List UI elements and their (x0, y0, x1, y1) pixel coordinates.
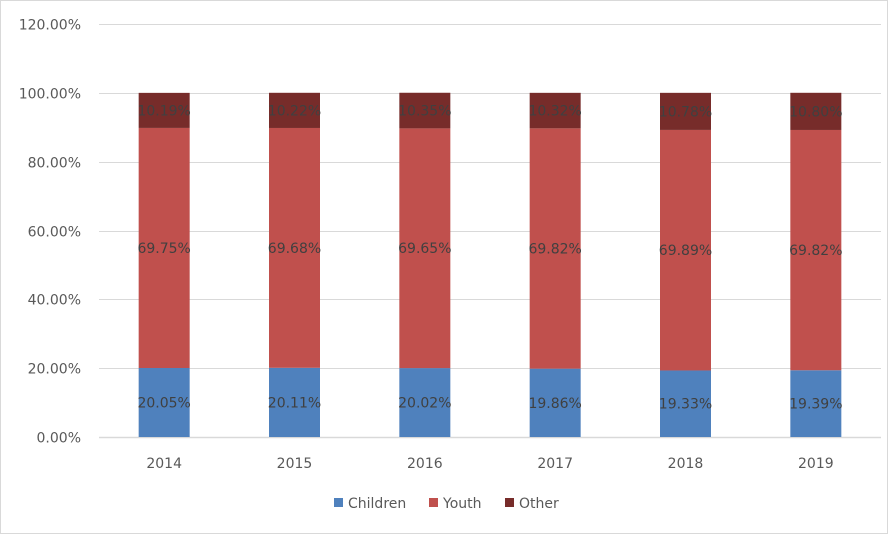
legend-label-youth: Youth (442, 496, 482, 512)
bar-other-2019 (790, 92, 842, 130)
y-tick-label: 0.00% (37, 431, 81, 447)
data-label-children: 19.86% (528, 396, 581, 412)
data-label-youth: 69.82% (789, 243, 842, 259)
y-tick-label: 80.00% (28, 156, 81, 172)
bar-children-2014 (138, 367, 190, 437)
bar-children-2016 (399, 368, 451, 437)
bar-youth-2018 (660, 129, 711, 371)
y-axis-tick-labels: 0.00% 20.00% 40.00% 60.00% 80.00% 100.00% 120.… (19, 18, 81, 447)
bar-children-2018 (660, 370, 711, 437)
bar-youth-2019 (790, 129, 842, 371)
x-tick-label: 2014 (146, 456, 182, 472)
y-tick-label: 60.00% (28, 225, 81, 241)
y-tick-label: 40.00% (28, 293, 81, 309)
data-label-other: 10.32% (528, 104, 581, 120)
legend-swatch-other (505, 498, 514, 507)
y-tick-label: 20.00% (28, 362, 81, 378)
data-label-youth: 69.75% (137, 241, 190, 257)
x-axis-tick-labels: 2014 2015 2016 2017 2018 2019 (146, 456, 833, 472)
legend: Children Youth Other (334, 496, 559, 512)
data-label-children: 20.02% (398, 396, 451, 412)
data-label-other: 10.19% (137, 103, 190, 119)
bar-youth-2015 (269, 127, 320, 368)
y-tick-label: 120.00% (19, 18, 81, 34)
legend-label-other: Other (519, 496, 559, 512)
data-label-youth: 69.82% (528, 241, 581, 257)
bar-other-2017 (529, 92, 581, 129)
data-label-youth: 69.68% (268, 241, 321, 257)
bar-other-2016 (399, 92, 451, 129)
bar-youth-2016 (399, 128, 451, 369)
bar-children-2017 (529, 368, 581, 437)
legend-swatch-children (334, 498, 343, 507)
data-label-children: 20.05% (137, 395, 190, 411)
data-label-youth: 69.89% (659, 243, 712, 259)
bar-youth-2017 (529, 128, 581, 369)
data-label-other: 10.78% (659, 104, 712, 120)
bar-youth-2014 (138, 127, 190, 368)
x-tick-label: 2019 (798, 456, 834, 472)
legend-label-children: Children (348, 496, 406, 512)
legend-swatch-youth (429, 498, 438, 507)
data-label-youth: 69.65% (398, 241, 451, 257)
x-tick-label: 2018 (668, 456, 704, 472)
x-tick-label: 2017 (537, 456, 573, 472)
bar-other-2018 (660, 92, 711, 130)
data-label-other: 10.35% (398, 104, 451, 120)
y-tick-label: 100.00% (19, 87, 81, 103)
bar-other-2015 (269, 92, 320, 128)
x-tick-label: 2015 (277, 456, 313, 472)
gridlines (99, 24, 881, 439)
data-label-other: 10.80% (789, 104, 842, 120)
data-label-children: 19.39% (789, 397, 842, 413)
bar-children-2019 (790, 370, 842, 437)
data-labels: 20.05% 69.75% 10.19% 20.11% 69.68% 10.22% 20.0… (137, 103, 842, 412)
data-label-children: 19.33% (659, 397, 712, 413)
bar-other-2014 (138, 92, 190, 128)
x-tick-label: 2016 (407, 456, 443, 472)
bars (138, 92, 842, 437)
data-label-children: 20.11% (268, 395, 321, 411)
bar-children-2015 (269, 367, 320, 437)
data-label-other: 10.22% (268, 103, 321, 119)
